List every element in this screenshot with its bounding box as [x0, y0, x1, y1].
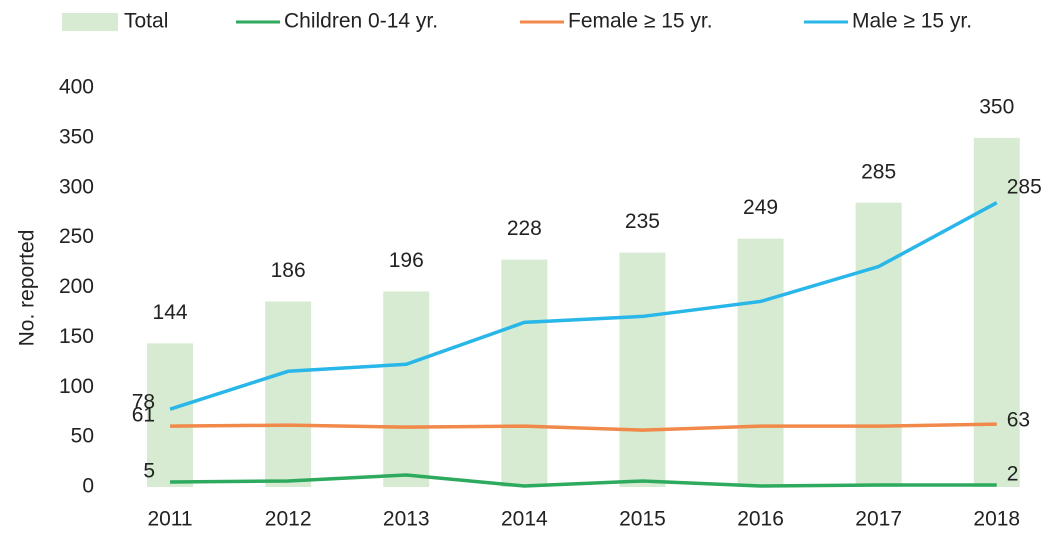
bar [973, 137, 1020, 487]
x-tick-label: 2013 [383, 508, 430, 531]
data-label: 78 [132, 391, 155, 414]
x-tick-label: 2018 [973, 508, 1020, 531]
bar [619, 252, 666, 487]
data-label: 196 [389, 249, 424, 272]
y-tick-label: 0 [82, 475, 94, 498]
data-label: 228 [507, 217, 542, 240]
line [170, 473, 997, 488]
data-label: 249 [743, 196, 778, 219]
y-tick-label: 350 [59, 125, 94, 148]
bar [265, 301, 312, 487]
line [170, 422, 997, 432]
data-label: 63 [1007, 409, 1030, 432]
line [169, 201, 998, 411]
bar [501, 259, 548, 487]
x-tick-label: 2011 [147, 508, 192, 531]
legend-label: Children 0-14 yr. [284, 10, 438, 33]
x-tick-label: 2017 [855, 508, 902, 531]
y-tick-label: 200 [59, 275, 94, 298]
y-tick-label: 400 [59, 76, 94, 99]
data-label: 235 [625, 210, 660, 233]
bar [383, 291, 430, 487]
x-tick-label: 2014 [501, 508, 548, 531]
legend-label: Female ≥ 15 yr. [568, 10, 713, 33]
y-tick-label: 250 [59, 225, 94, 248]
data-label: 144 [153, 301, 188, 324]
bar [147, 343, 194, 487]
x-tick-label: 2016 [737, 508, 784, 531]
x-tick-label: 2015 [619, 508, 666, 531]
y-tick-label: 300 [59, 175, 94, 198]
y-tick-label: 50 [71, 425, 94, 448]
y-axis-title: No. reported [16, 230, 39, 347]
y-tick-label: 150 [59, 325, 94, 348]
data-label: 285 [1007, 175, 1042, 198]
data-label: 350 [979, 95, 1014, 118]
data-label: 5 [143, 460, 155, 483]
data-label: 2 [1007, 463, 1019, 486]
legend-label: Total [124, 10, 168, 33]
data-label: 186 [271, 259, 306, 282]
bar [855, 202, 902, 487]
data-label: 61 [132, 404, 155, 427]
x-tick-label: 2012 [265, 508, 312, 531]
data-label: 285 [861, 160, 896, 183]
legend-label: Male ≥ 15 yr. [852, 10, 972, 33]
legend-swatch [62, 13, 118, 31]
bar [737, 238, 784, 487]
y-tick-label: 100 [59, 375, 94, 398]
